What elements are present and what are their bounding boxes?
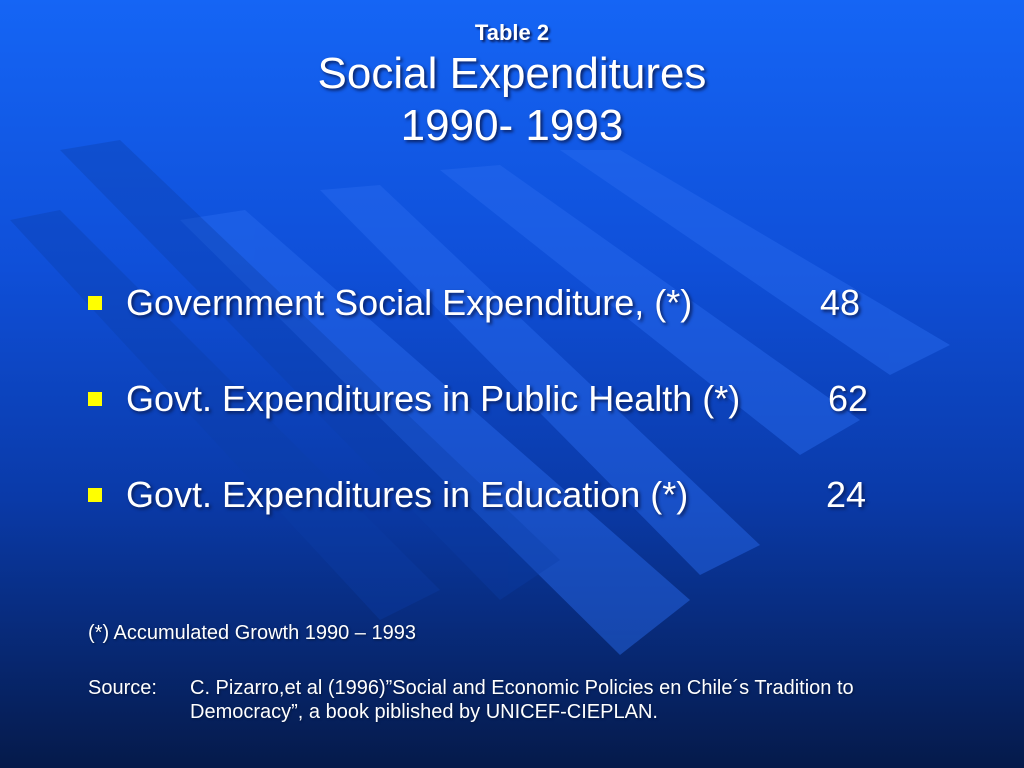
title-block: Table 2 Social Expenditures 1990- 1993 xyxy=(0,18,1024,152)
bullet-label: Govt. Expenditures in Public Health (*) xyxy=(126,378,741,419)
bullet-label: Govt. Expenditures in Education (*) xyxy=(126,474,689,515)
source-citation: C. Pizarro,et al (1996)”Social and Econo… xyxy=(190,677,854,723)
slide-subtitle-years: 1990- 1993 xyxy=(400,101,624,150)
slide-title: Social Expenditures xyxy=(317,49,707,98)
bullet-value: 24 xyxy=(826,474,867,515)
bullet-square-icon xyxy=(88,488,102,502)
bullet-square-icon xyxy=(88,296,102,310)
bullet-value: 48 xyxy=(820,282,861,323)
bullet-square-icon xyxy=(88,392,102,406)
bullet-item-government-social: Government Social Expenditure, (*) 48 xyxy=(88,278,908,328)
footnote: (*) Accumulated Growth 1990 – 1993 xyxy=(88,622,416,644)
table-label: Table 2 xyxy=(474,20,550,45)
bullet-item-public-health: Govt. Expenditures in Public Health (*) … xyxy=(88,374,908,424)
bullet-label: Government Social Expenditure, (*) xyxy=(126,282,693,323)
source-label: Source: xyxy=(88,677,157,699)
bullet-value: 62 xyxy=(828,378,869,419)
bullet-item-education: Govt. Expenditures in Education (*) 24 xyxy=(88,470,908,520)
